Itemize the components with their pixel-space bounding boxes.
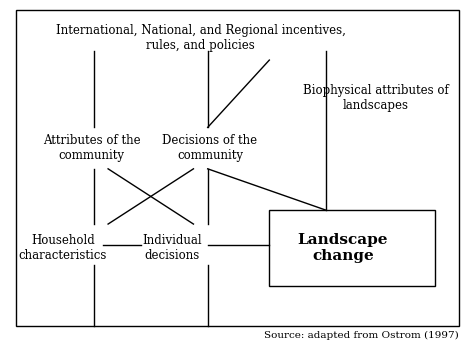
Text: Decisions of the
community: Decisions of the community [162, 134, 257, 162]
Text: Attributes of the
community: Attributes of the community [42, 134, 140, 162]
Text: Landscape
change: Landscape change [297, 233, 387, 263]
Bar [269, 210, 435, 286]
Text: International, National, and Regional incentives,
rules, and policies: International, National, and Regional in… [56, 24, 345, 52]
Text: Household
characteristics: Household characteristics [19, 234, 107, 262]
Text: Individual
decisions: Individual decisions [142, 234, 201, 262]
Text: Source: adapted from Ostrom (1997): Source: adapted from Ostrom (1997) [264, 331, 458, 340]
Text: Biophysical attributes of
landscapes: Biophysical attributes of landscapes [303, 84, 448, 112]
